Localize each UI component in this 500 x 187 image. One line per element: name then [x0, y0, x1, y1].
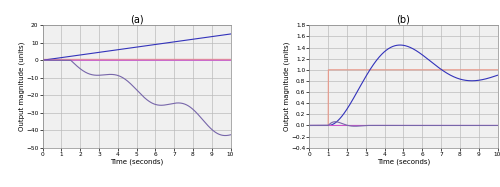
SP Angle Theta [222, 59, 228, 61]
x [49, 58, 55, 60]
SP Position x [393, 69, 399, 71]
PID Theta [454, 124, 460, 127]
x [126, 47, 132, 49]
PID Theta [306, 124, 312, 127]
SP Angle Theta [188, 59, 194, 61]
Theta [126, 81, 132, 83]
PID Theta [352, 125, 358, 127]
SP Angle Theta [393, 124, 399, 127]
PID x [393, 44, 399, 47]
SP Angle Theta [228, 59, 234, 61]
x [40, 59, 46, 61]
SP Position x [222, 58, 228, 60]
SP Position x [40, 58, 46, 60]
PID Theta [489, 124, 495, 127]
SP Angle Theta [126, 59, 132, 61]
PID Theta [398, 124, 404, 127]
PID x [489, 76, 495, 78]
SP Angle Theta [489, 124, 495, 127]
SP Angle Theta [306, 124, 312, 127]
SP Angle Theta [49, 59, 55, 61]
Theta [222, 134, 228, 137]
PID Theta [332, 121, 338, 123]
Title: (b): (b) [396, 14, 410, 24]
Line: PID Theta: PID Theta [310, 122, 498, 126]
Theta [222, 134, 228, 137]
PID x [494, 74, 500, 76]
Theta [222, 134, 228, 137]
SP Position x [489, 69, 495, 71]
Y-axis label: Output magnitude (units): Output magnitude (units) [283, 42, 290, 131]
SP Angle Theta [131, 59, 137, 61]
SP Angle Theta [489, 124, 495, 127]
PID Theta [494, 124, 500, 127]
SP Position x [489, 69, 495, 71]
PID x [316, 124, 322, 127]
Y-axis label: Output magnitude (units): Output magnitude (units) [18, 42, 25, 131]
SP Position x [49, 58, 55, 60]
PID x [397, 44, 403, 46]
SP Position x [188, 58, 194, 60]
Theta [188, 106, 194, 108]
x [131, 46, 137, 49]
SP Position x [228, 58, 234, 60]
x [228, 33, 234, 35]
SP Position x [222, 58, 228, 60]
x [222, 34, 228, 36]
Title: (a): (a) [130, 14, 143, 24]
PID Theta [393, 124, 399, 127]
SP Position x [326, 69, 332, 71]
x [222, 34, 228, 36]
X-axis label: Time (seconds): Time (seconds) [110, 158, 163, 165]
PID Theta [489, 124, 495, 127]
Line: x: x [42, 34, 230, 60]
SP Position x [131, 58, 137, 60]
SP Angle Theta [316, 124, 322, 127]
PID x [454, 77, 460, 79]
x [188, 39, 194, 41]
Line: SP Position x: SP Position x [310, 70, 498, 125]
PID Theta [316, 124, 322, 127]
SP Angle Theta [454, 124, 460, 127]
SP Angle Theta [494, 124, 500, 127]
SP Angle Theta [222, 59, 228, 61]
SP Position x [316, 124, 322, 127]
Theta [228, 134, 234, 136]
SP Position x [454, 69, 460, 71]
PID x [489, 76, 495, 78]
X-axis label: Time (seconds): Time (seconds) [377, 158, 430, 165]
Theta [131, 86, 137, 88]
Line: Theta: Theta [42, 60, 230, 136]
SP Angle Theta [40, 59, 46, 61]
SP Position x [494, 69, 500, 71]
SP Position x [126, 58, 132, 60]
Theta [49, 59, 55, 61]
SP Angle Theta [398, 124, 404, 127]
Theta [40, 59, 46, 61]
SP Position x [398, 69, 404, 71]
SP Position x [306, 124, 312, 127]
PID x [398, 44, 404, 46]
Line: PID x: PID x [310, 45, 498, 125]
PID x [306, 124, 312, 127]
